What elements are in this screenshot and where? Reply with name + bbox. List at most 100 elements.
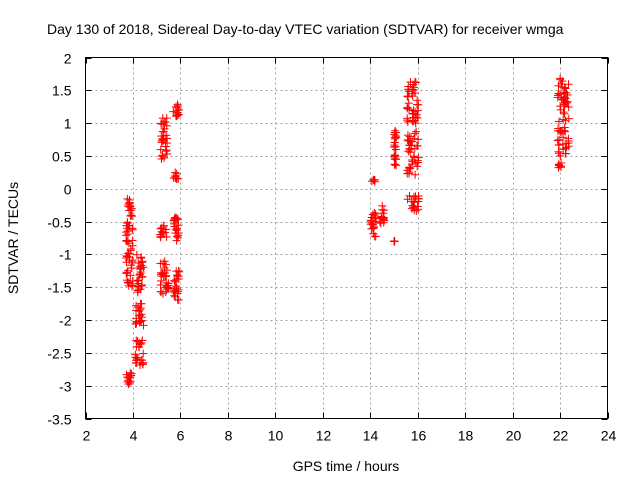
data-point (408, 117, 417, 126)
data-point (404, 147, 413, 156)
data-point (135, 311, 144, 320)
data-point (157, 138, 166, 147)
data-point (390, 138, 399, 147)
data-point (138, 359, 147, 368)
data-point (174, 110, 183, 119)
data-point (123, 194, 132, 203)
data-point (403, 195, 412, 204)
y-tick-label: -2.5 (47, 346, 71, 362)
data-point (123, 224, 132, 233)
data-point (403, 92, 412, 101)
data-point (158, 228, 167, 237)
y-tick-label: -1.5 (47, 280, 71, 296)
data-point (123, 202, 132, 211)
data-point (162, 232, 171, 241)
data-point (172, 226, 181, 235)
data-point (170, 213, 179, 222)
x-tick-label: 20 (506, 428, 522, 444)
data-point (562, 88, 571, 97)
data-point (132, 342, 141, 351)
data-point (174, 221, 183, 230)
data-point (157, 223, 166, 232)
x-tick-label: 12 (316, 428, 332, 444)
data-point (392, 155, 401, 164)
y-tick-label: -1 (59, 247, 72, 263)
data-point (169, 174, 178, 183)
data-point (403, 131, 412, 140)
data-point (390, 237, 399, 246)
data-point (131, 358, 140, 367)
data-point (172, 102, 181, 111)
data-point (138, 336, 147, 345)
data-point (407, 160, 416, 169)
data-point (408, 109, 417, 118)
data-point (174, 101, 183, 110)
x-axis-label: GPS time / hours (293, 458, 400, 474)
data-point (138, 258, 147, 267)
data-point (556, 162, 565, 171)
data-point (169, 219, 178, 228)
axis-ticks (85, 57, 609, 420)
data-point (391, 142, 400, 151)
grid-lines (85, 57, 608, 419)
data-point (160, 124, 169, 133)
data-point (136, 304, 145, 313)
data-point (128, 256, 137, 265)
data-point (380, 216, 389, 225)
data-point (556, 105, 565, 114)
data-point (406, 148, 415, 157)
data-point (139, 349, 148, 358)
data-point (135, 262, 144, 271)
data-point (413, 202, 422, 211)
x-tick-label: 10 (268, 428, 284, 444)
x-tick-label: 16 (411, 428, 427, 444)
data-point (371, 232, 380, 241)
data-point (160, 264, 169, 273)
data-point (128, 225, 137, 234)
data-point (164, 284, 173, 293)
data-point (174, 296, 183, 305)
data-point (124, 239, 133, 248)
data-point (136, 269, 145, 278)
data-point (159, 259, 168, 268)
data-point (405, 168, 414, 177)
data-point (557, 128, 566, 137)
data-point (410, 129, 419, 138)
data-point (170, 276, 179, 285)
data-point (411, 170, 420, 179)
data-point (126, 211, 135, 220)
data-point (559, 115, 568, 124)
data-point (123, 377, 132, 386)
data-point (123, 266, 132, 275)
data-point (553, 93, 562, 102)
data-point (137, 280, 146, 289)
data-point (169, 287, 178, 296)
data-point (156, 280, 165, 289)
data-point (161, 142, 170, 151)
data-point (412, 127, 421, 136)
data-point (410, 77, 419, 86)
data-point (157, 287, 166, 296)
data-point (172, 282, 181, 291)
data-point (564, 103, 573, 112)
data-point (174, 272, 183, 281)
data-point (413, 162, 422, 171)
y-tick-label: 0.5 (52, 149, 72, 165)
data-point (554, 147, 563, 156)
data-point (554, 160, 563, 169)
data-point (173, 111, 182, 120)
data-point (414, 100, 423, 109)
y-tick-label: -2 (59, 313, 72, 329)
data-point (137, 253, 146, 262)
y-tick-label: -0.5 (47, 215, 71, 231)
data-point (123, 237, 132, 246)
data-point (125, 378, 134, 387)
y-tick-label: 2 (64, 51, 72, 67)
data-point (563, 98, 572, 107)
x-tick-label: 18 (458, 428, 474, 444)
data-point (124, 373, 133, 382)
data-point (132, 319, 141, 328)
data-point (560, 109, 569, 118)
data-point (125, 198, 134, 207)
data-point (561, 94, 570, 103)
